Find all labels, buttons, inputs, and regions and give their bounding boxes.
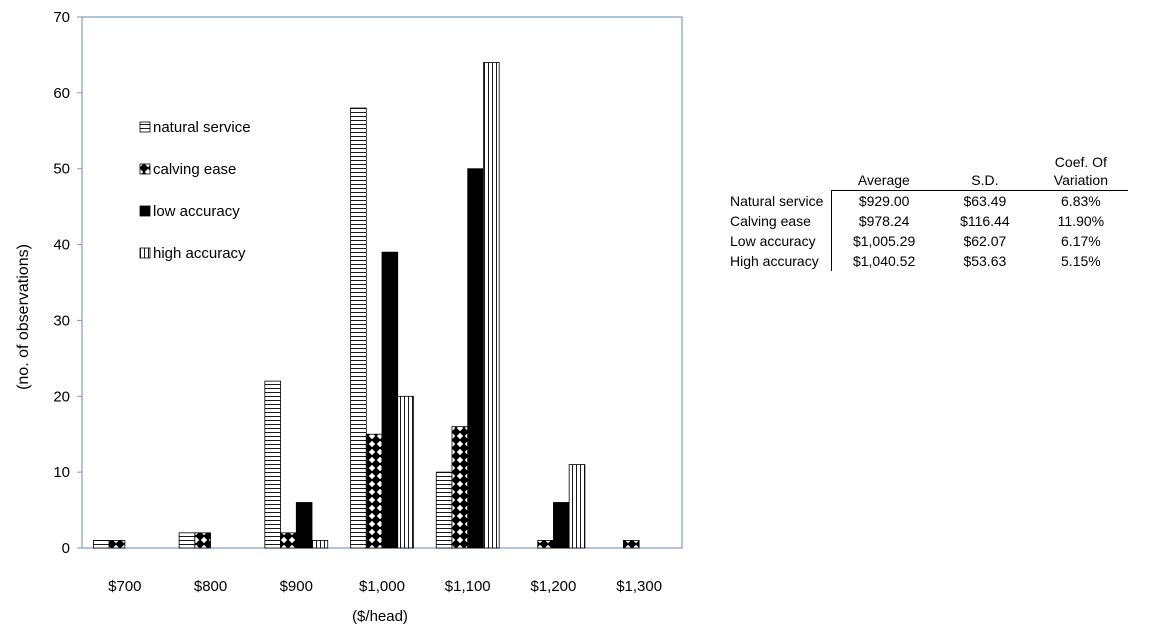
bar-chart: 0 10 20 30 40 50 60 70 $700 $800 $900 $1,000 $1,100…	[15, 9, 683, 625]
x-axis-title: ($/head)	[352, 608, 408, 625]
x-tick-label: $800	[194, 578, 227, 595]
legend-swatch	[139, 163, 151, 175]
bar	[553, 502, 570, 549]
legend-swatch	[139, 247, 151, 259]
x-tick-label: $1,300	[616, 578, 662, 595]
header-coef-of-variation: Coef. Of Variation	[1033, 145, 1128, 191]
y-tick-label: 0	[62, 540, 70, 557]
cell-cv: 5.15%	[1061, 253, 1101, 269]
bar	[537, 540, 554, 549]
bar	[467, 168, 484, 549]
bar	[178, 532, 196, 549]
bar	[435, 471, 453, 549]
header-average: Average	[831, 145, 936, 191]
legend-label: high accuracy	[153, 245, 246, 262]
x-tick-label: $700	[108, 578, 141, 595]
table-header-row: Average S.D. Coef. Of Variation	[726, 145, 1128, 191]
cell-average: $1,005.29	[831, 231, 936, 251]
y-tick-label: 20	[53, 388, 70, 405]
cell-sd: $62.07	[963, 233, 1007, 249]
legend-swatch	[139, 205, 151, 217]
bar	[623, 540, 640, 549]
cell-cv: 11.90%	[1057, 213, 1105, 229]
y-tick-label: 70	[53, 9, 70, 26]
y-tick-label: 30	[53, 312, 70, 329]
bar	[451, 426, 469, 549]
bars	[93, 62, 640, 549]
bar	[350, 107, 367, 549]
bar	[365, 433, 383, 549]
bar	[483, 62, 500, 549]
bar	[311, 540, 329, 549]
cell-sd: $53.63	[963, 253, 1007, 269]
y-tick-label: 10	[53, 464, 70, 481]
bar	[381, 251, 399, 549]
bar	[264, 380, 281, 549]
row-label: Low accuracy	[730, 233, 816, 249]
bar	[568, 464, 586, 549]
bar	[397, 395, 414, 549]
x-tick-label: $1,000	[359, 578, 405, 595]
row-label: Calving ease	[730, 213, 811, 229]
legend: natural service calving ease low accuracy h…	[139, 119, 251, 262]
x-tick-label: $900	[280, 578, 313, 595]
y-axis-ticks: 0 10 20 30 40 50 60 70	[53, 9, 82, 557]
bar	[108, 540, 126, 549]
row-label: High accuracy	[730, 253, 819, 269]
legend-swatch	[139, 121, 151, 133]
legend-label: low accuracy	[153, 203, 240, 220]
table-row: Natural service $929.00 $63.49 6.83%	[726, 190, 1128, 211]
cell-average: $1,040.52	[831, 251, 936, 271]
cell-cv: 6.83%	[1061, 193, 1101, 209]
cell-sd: $63.49	[963, 193, 1007, 209]
table-row: High accuracy $1,040.52 $53.63 5.15%	[726, 251, 1128, 271]
table-corner	[726, 145, 832, 191]
table-row: Low accuracy $1,005.29 $62.07 6.17%	[726, 231, 1128, 251]
cell-average: $929.00	[831, 190, 936, 211]
bar	[295, 502, 313, 549]
bar	[194, 532, 211, 549]
cell-cv: 6.17%	[1061, 233, 1101, 249]
cell-average: $978.24	[831, 211, 936, 231]
header-sd: S.D.	[935, 145, 1034, 191]
bar	[280, 532, 297, 549]
row-label: Natural service	[730, 192, 824, 209]
bar	[93, 540, 110, 549]
x-tick-label: $1,100	[445, 578, 491, 595]
y-tick-label: 60	[53, 85, 70, 102]
y-tick-label: 50	[53, 161, 70, 178]
legend-label: calving ease	[153, 161, 236, 178]
cell-sd: $116.44	[960, 213, 1010, 229]
x-tick-label: $1,200	[530, 578, 576, 595]
legend-label: natural service	[153, 119, 251, 136]
summary-statistics-table: Average S.D. Coef. Of Variation Natural s…	[726, 145, 1128, 271]
table-row: Calving ease $978.24 $116.44 11.90%	[726, 211, 1128, 231]
x-axis-ticks: $700 $800 $900 $1,000 $1,100 $1,200 $1,300	[108, 578, 662, 595]
y-tick-label: 40	[53, 237, 70, 254]
y-axis-title: (no. of observations)	[15, 244, 32, 390]
